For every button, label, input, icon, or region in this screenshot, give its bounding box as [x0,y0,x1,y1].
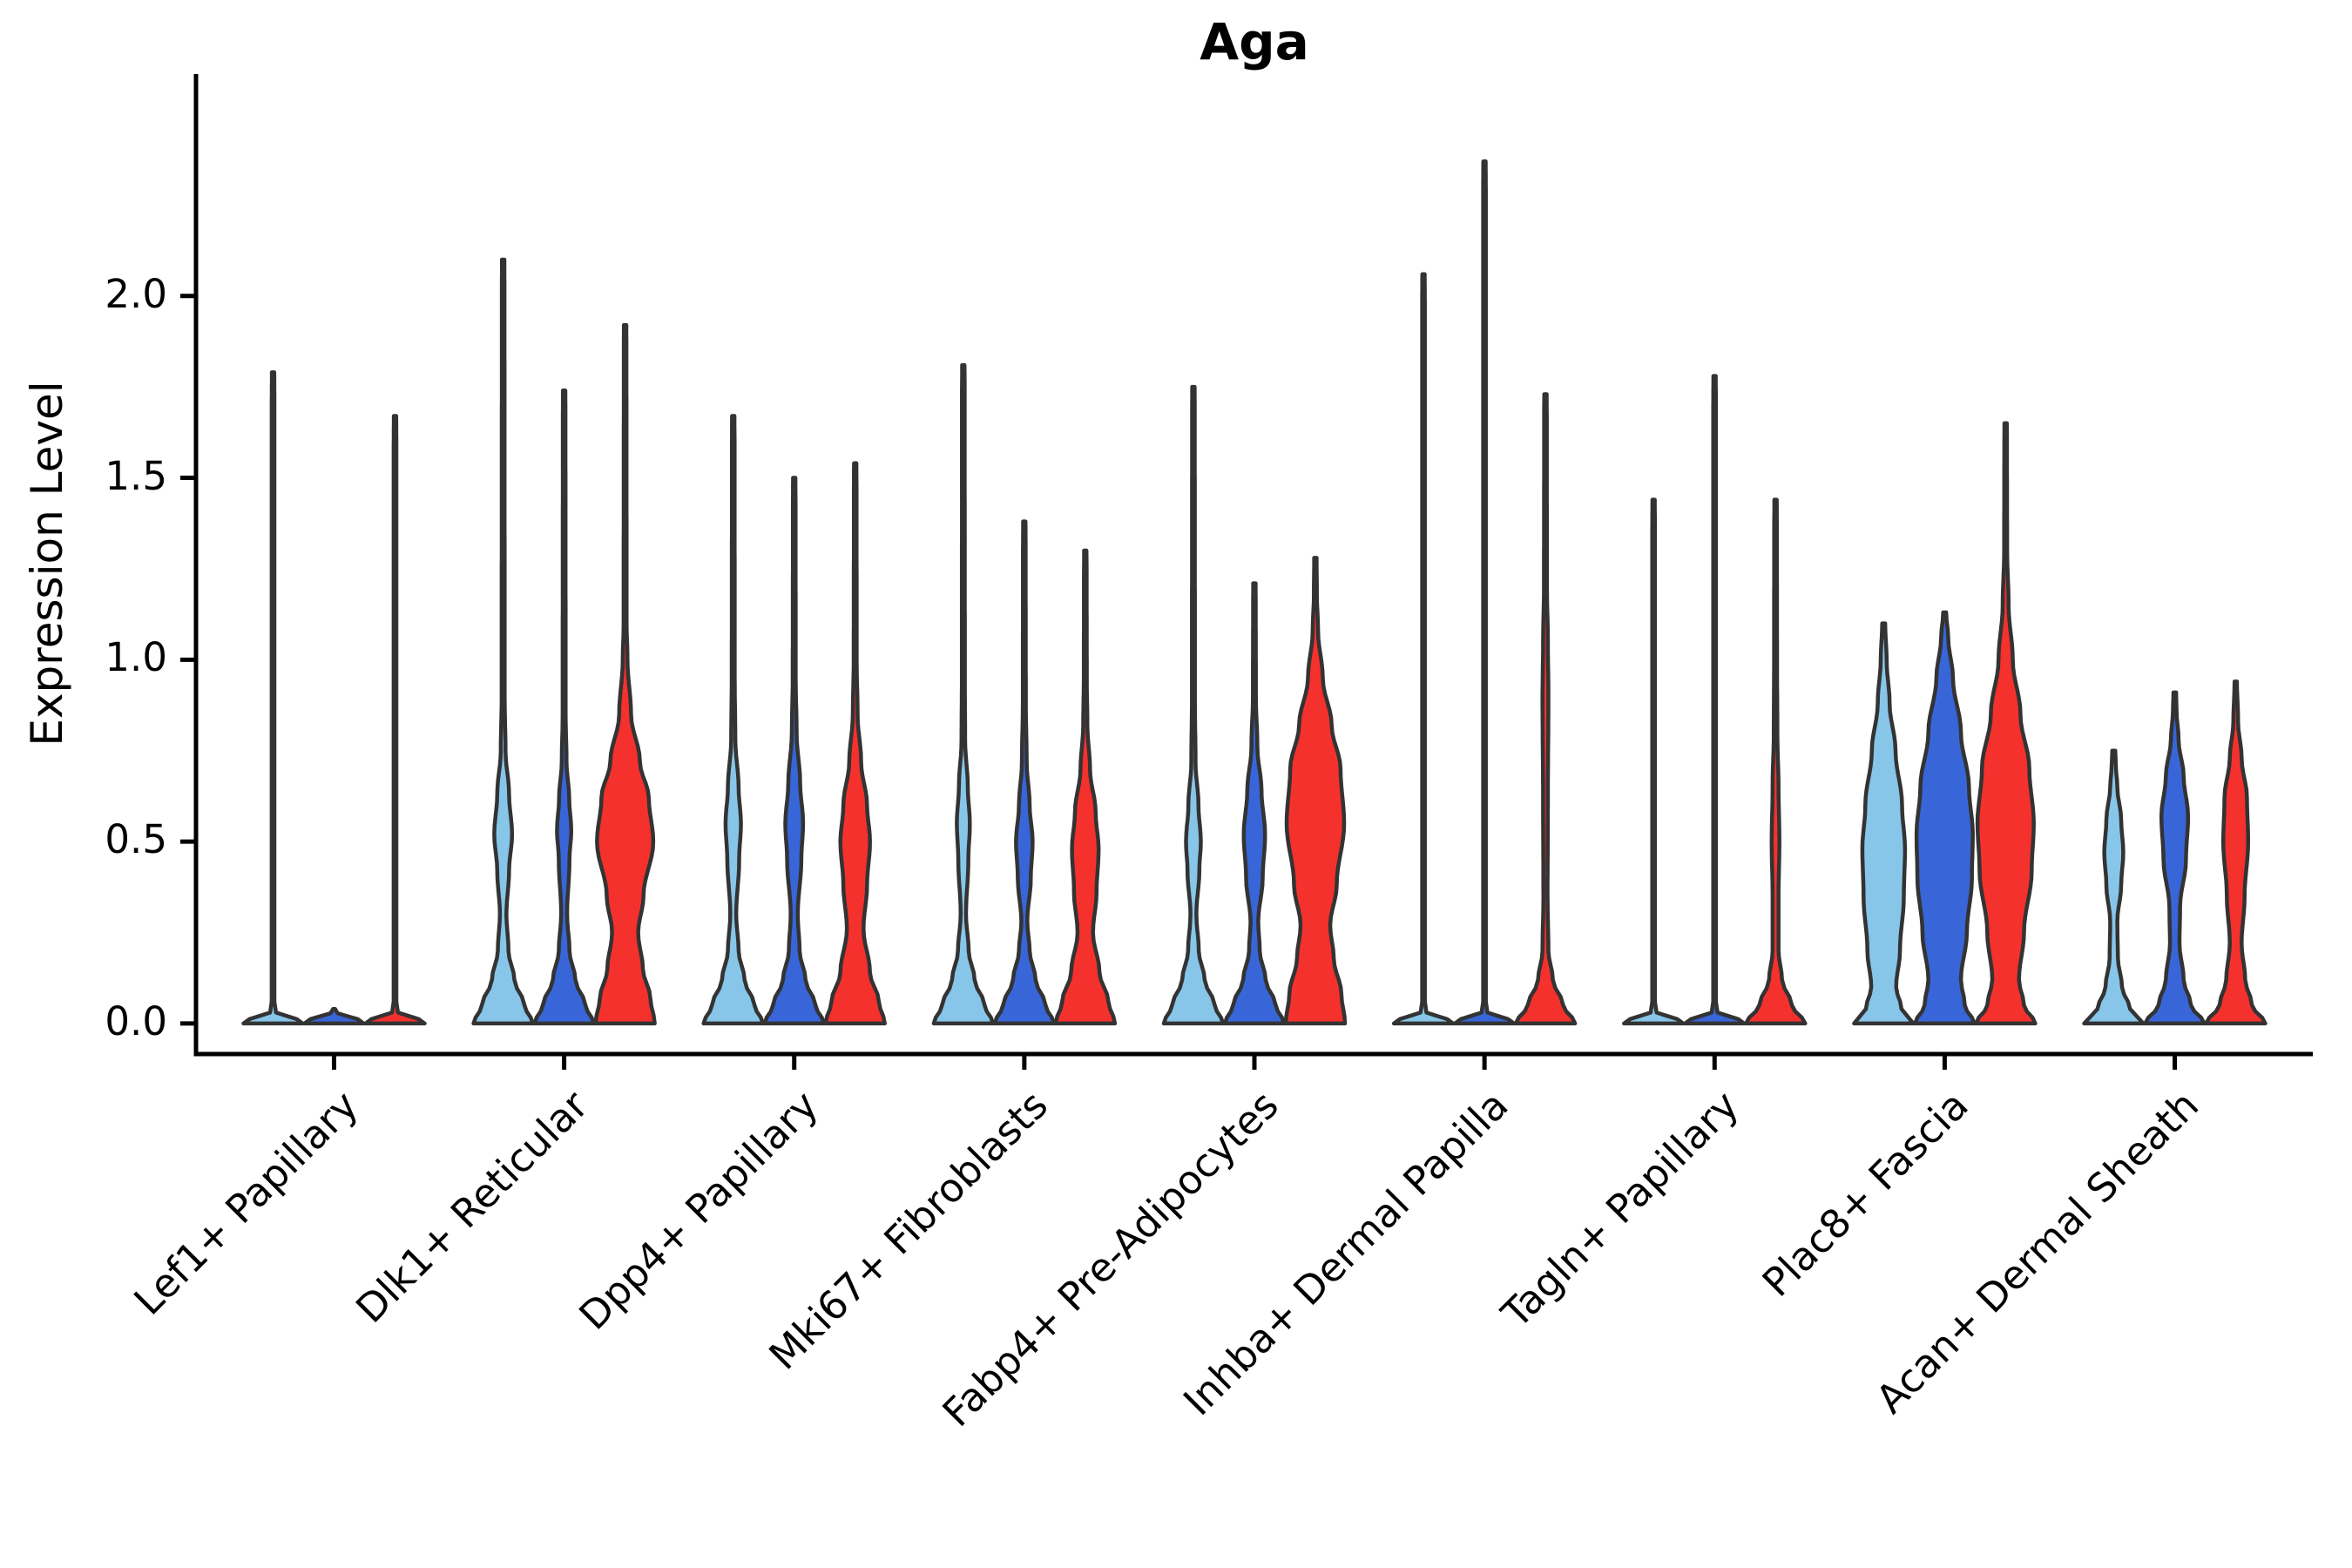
chart-title: Aga [1200,12,1309,71]
violin-8-blue [1913,610,1977,1026]
violin-4-lightblue [931,362,996,1026]
violin-2-lightblue [471,257,535,1026]
violin-1-lightblue [241,370,305,1026]
violin-9-lightblue [2082,748,2146,1026]
violin-5-blue [1222,581,1287,1026]
violin-6-blue [1452,159,1517,1026]
y-tick-label: 1.0 [105,634,167,681]
violin-8-lightblue [1852,621,1916,1026]
violin-8-red [1974,421,2038,1026]
violin-7-blue [1683,374,1747,1026]
y-tick-label: 0.5 [105,816,167,863]
violin-4-red [1053,548,1118,1026]
violin-2-blue [532,389,596,1026]
violin-9-red [2204,679,2268,1026]
y-tick-label: 2.0 [105,270,167,317]
violin-3-red [823,461,887,1026]
violin-9-blue [2143,690,2207,1026]
violin-4-blue [992,519,1057,1026]
violin-5-lightblue [1161,384,1226,1026]
violin-3-blue [762,476,826,1026]
y-tick-label: 0.0 [105,997,167,1044]
violin-6-lightblue [1391,272,1456,1026]
violin-3-lightblue [701,414,765,1026]
violin-5-red [1283,556,1348,1026]
violin-7-red [1744,497,1808,1026]
y-axis-label: Expression Level [22,381,72,747]
violin-1-red [363,414,427,1026]
violin-7-lightblue [1622,497,1686,1026]
violin-6-red [1513,392,1578,1026]
y-tick-label: 1.5 [105,452,167,499]
violin-1-blue [302,1006,366,1026]
violin-2-red [593,322,657,1026]
